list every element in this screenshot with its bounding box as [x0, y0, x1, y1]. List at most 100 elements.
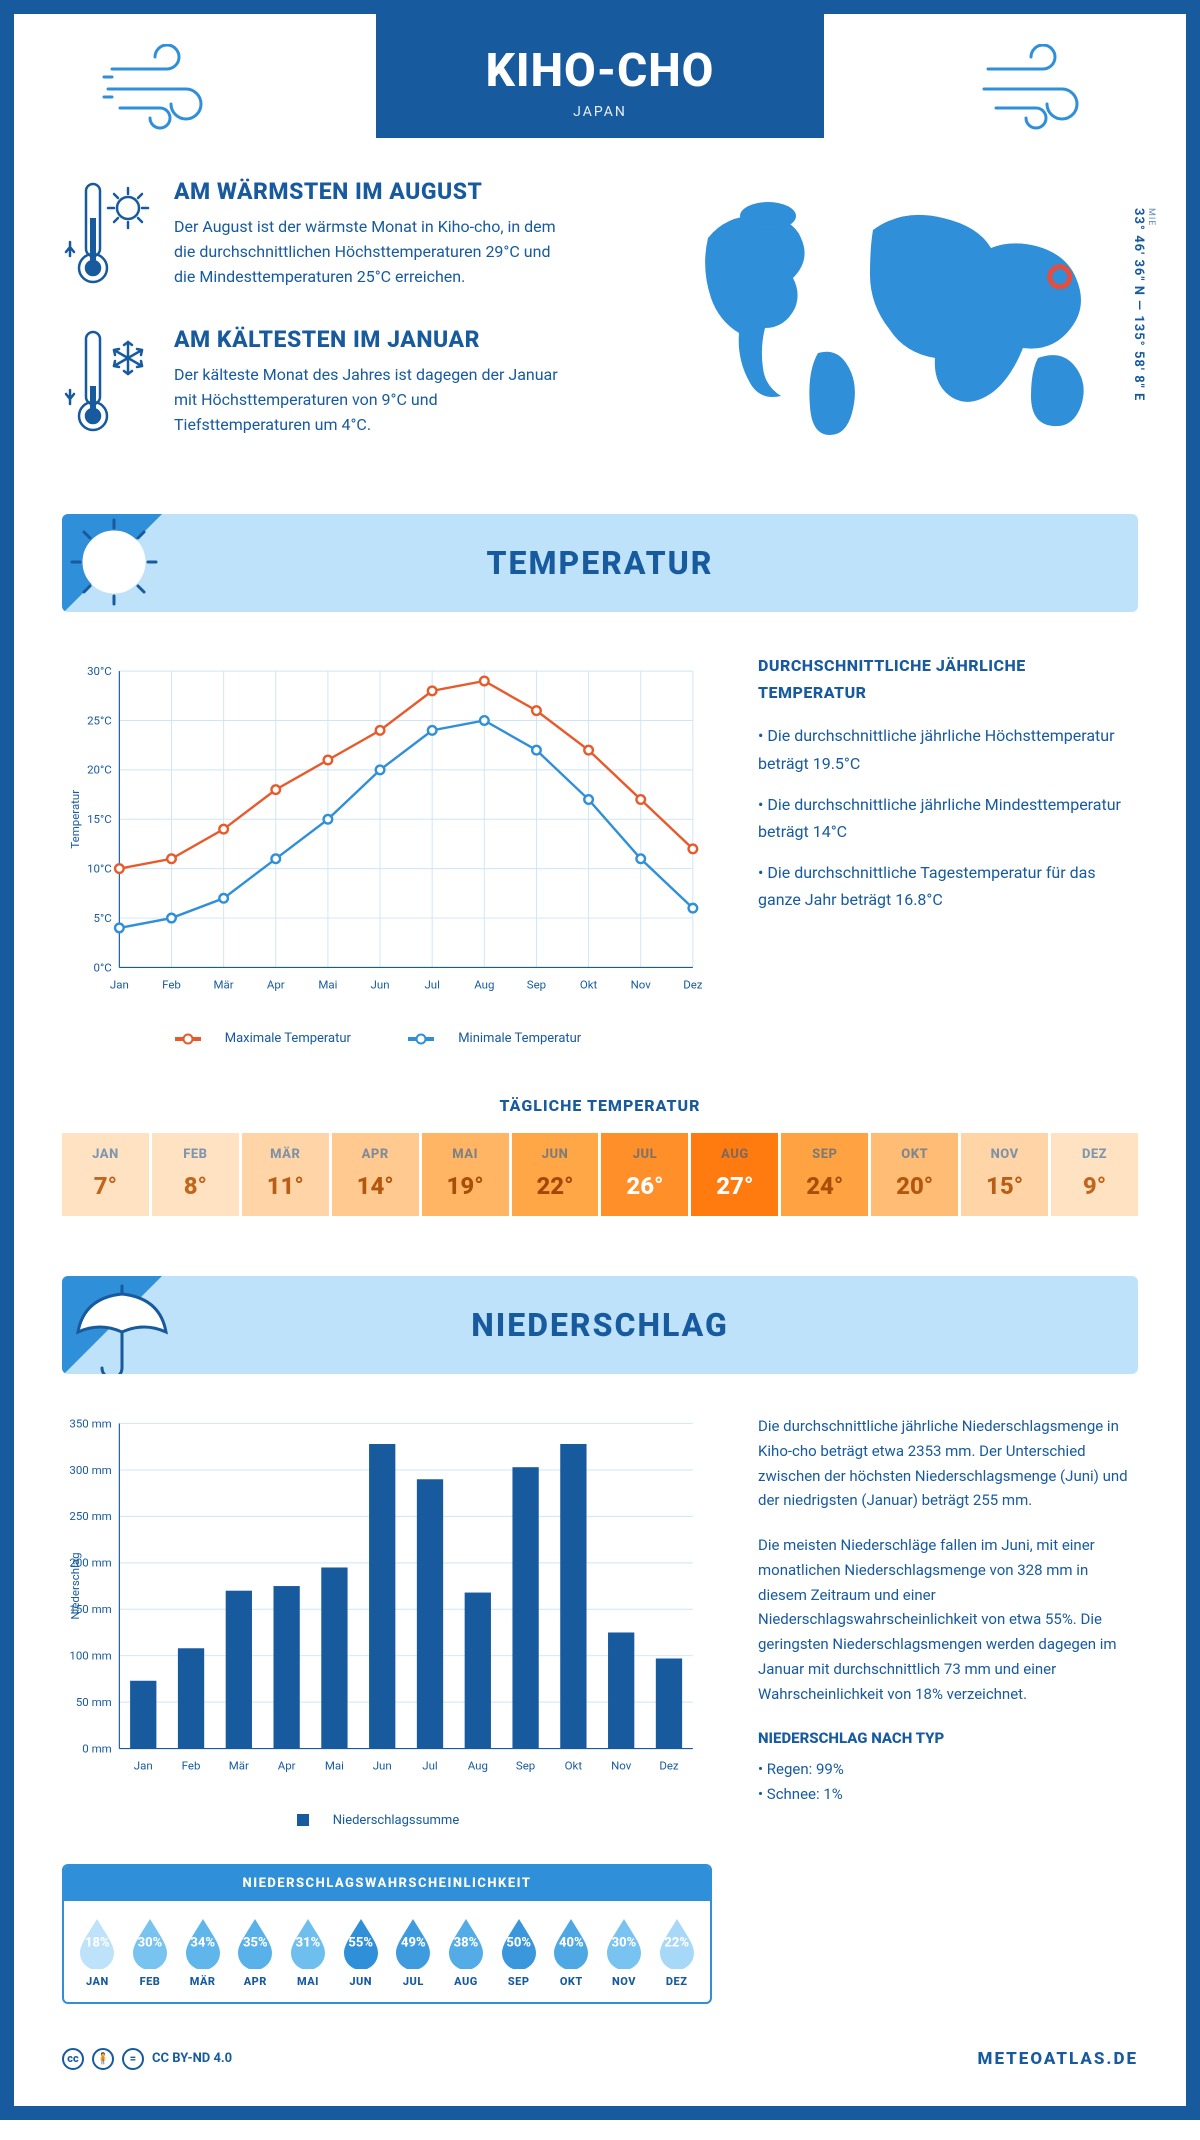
svg-text:Feb: Feb — [162, 977, 181, 991]
daily-temp-cell: DEZ9° — [1051, 1133, 1138, 1216]
by-icon: 🧍 — [92, 2048, 114, 2070]
coldest-title: AM KÄLTESTEN IM JANUAR — [174, 326, 574, 353]
temperature-line-chart: 0°C5°C10°C15°C20°C25°C30°CJanFebMärAprMa… — [62, 652, 712, 1046]
wind-icon — [102, 44, 222, 134]
header: KIHO-CHO JAPAN — [62, 14, 1138, 138]
city-name: KIHO-CHO — [486, 44, 715, 98]
temp-bullet: • Die durchschnittliche Tagestemperatur … — [758, 859, 1138, 913]
prob-cell: 40% OKT — [546, 1915, 597, 1988]
license-text: CC BY-ND 4.0 — [152, 2051, 232, 2066]
nd-icon: = — [122, 2048, 144, 2070]
footer: cc 🧍 = CC BY-ND 4.0 METEOATLAS.DE — [62, 2048, 1138, 2070]
prob-cell: 18% JAN — [72, 1915, 123, 1988]
temp-legend: Maximale Temperatur Minimale Temperatur — [62, 1031, 712, 1046]
svg-text:Okt: Okt — [565, 1759, 583, 1773]
svg-text:20°C: 20°C — [87, 763, 112, 777]
temperature-summary: DURCHSCHNITTLICHE JÄHRLICHE TEMPERATUR •… — [758, 652, 1138, 1046]
daily-temp-cell: MÄR11° — [242, 1133, 329, 1216]
thermometer-sun-icon — [62, 178, 152, 292]
svg-text:Jul: Jul — [422, 1759, 437, 1773]
daily-temp-title: TÄGLICHE TEMPERATUR — [62, 1096, 1138, 1115]
svg-text:Jan: Jan — [134, 1759, 153, 1773]
svg-text:Jun: Jun — [371, 977, 390, 991]
thermometer-snow-icon — [62, 326, 152, 440]
svg-text:Mär: Mär — [229, 1759, 249, 1773]
temp-summary-title: DURCHSCHNITTLICHE JÄHRLICHE TEMPERATUR — [758, 652, 1138, 706]
umbrella-icon — [62, 1276, 182, 1374]
svg-text:250 mm: 250 mm — [69, 1509, 111, 1523]
prob-cell: 38% AUG — [441, 1915, 492, 1988]
coordinates: MIE 33° 46' 36" N — 135° 58' 8" E — [1131, 208, 1156, 401]
prob-cell: 55% JUN — [335, 1915, 386, 1988]
country-name: JAPAN — [486, 104, 715, 120]
svg-text:Mai: Mai — [325, 1759, 344, 1773]
prob-cell: 31% MAI — [283, 1915, 334, 1988]
temp-bullet: • Die durchschnittliche jährliche Höchst… — [758, 722, 1138, 776]
daily-temp-cell: JUN22° — [512, 1133, 599, 1216]
svg-text:Temperatur: Temperatur — [68, 790, 82, 849]
svg-text:100 mm: 100 mm — [69, 1649, 111, 1663]
world-map-box: MIE 33° 46' 36" N — 135° 58' 8" E — [678, 178, 1138, 474]
svg-text:350 mm: 350 mm — [69, 1417, 111, 1431]
prob-cell: 50% SEP — [493, 1915, 544, 1988]
svg-text:Okt: Okt — [580, 977, 598, 991]
section-title: NIEDERSCHLAG — [62, 1306, 1138, 1344]
precip-legend: Niederschlagssumme — [62, 1813, 712, 1828]
precip-probability-table: NIEDERSCHLAGSWAHRSCHEINLICHKEIT 18% JAN … — [62, 1864, 712, 2004]
svg-text:Nov: Nov — [631, 977, 652, 991]
daily-temp-cell: FEB8° — [152, 1133, 239, 1216]
warmest-fact: AM WÄRMSTEN IM AUGUST Der August ist der… — [62, 178, 638, 292]
prob-title: NIEDERSCHLAGSWAHRSCHEINLICHKEIT — [64, 1866, 710, 1901]
svg-text:0°C: 0°C — [94, 960, 112, 974]
svg-text:Aug: Aug — [468, 1759, 488, 1773]
brand: METEOATLAS.DE — [978, 2049, 1138, 2069]
precip-type-line: • Regen: 99% — [758, 1757, 1138, 1782]
svg-text:15°C: 15°C — [87, 812, 112, 826]
svg-text:Apr: Apr — [278, 1759, 296, 1773]
coldest-fact: AM KÄLTESTEN IM JANUAR Der kälteste Mona… — [62, 326, 638, 440]
precip-type-line: • Schnee: 1% — [758, 1782, 1138, 1807]
svg-text:10°C: 10°C — [87, 861, 112, 875]
precip-para: Die meisten Niederschläge fallen im Juni… — [758, 1533, 1138, 1706]
prob-cell: 22% DEZ — [651, 1915, 702, 1988]
svg-text:Feb: Feb — [182, 1759, 201, 1773]
overview-section: AM WÄRMSTEN IM AUGUST Der August ist der… — [62, 178, 1138, 474]
daily-temp-cell: JAN7° — [62, 1133, 149, 1216]
svg-text:Dez: Dez — [659, 1759, 679, 1773]
svg-text:Sep: Sep — [527, 977, 546, 991]
daily-temp-cell: MAI19° — [422, 1133, 509, 1216]
daily-temp-cell: SEP24° — [781, 1133, 868, 1216]
warmest-title: AM WÄRMSTEN IM AUGUST — [174, 178, 574, 205]
title-banner: KIHO-CHO JAPAN — [376, 14, 825, 138]
svg-text:50 mm: 50 mm — [76, 1695, 112, 1709]
daily-temp-cell: NOV15° — [961, 1133, 1048, 1216]
prob-cell: 34% MÄR — [177, 1915, 228, 1988]
world-map-icon — [678, 178, 1138, 438]
svg-text:Nov: Nov — [611, 1759, 632, 1773]
sun-icon — [62, 514, 182, 612]
prob-cell: 30% NOV — [599, 1915, 650, 1988]
temp-bullet: • Die durchschnittliche jährliche Mindes… — [758, 791, 1138, 845]
wind-icon — [978, 44, 1098, 134]
svg-text:300 mm: 300 mm — [69, 1463, 111, 1477]
svg-text:30°C: 30°C — [87, 664, 112, 678]
svg-text:0 mm: 0 mm — [82, 1742, 111, 1756]
svg-text:Sep: Sep — [516, 1759, 535, 1773]
prob-cell: 30% FEB — [125, 1915, 176, 1988]
svg-text:Niederschlag: Niederschlag — [68, 1553, 82, 1620]
license: cc 🧍 = CC BY-ND 4.0 — [62, 2048, 232, 2070]
section-title: TEMPERATUR — [62, 544, 1138, 582]
daily-temp-cell: JUL26° — [601, 1133, 688, 1216]
prob-cell: 49% JUL — [388, 1915, 439, 1988]
svg-text:5°C: 5°C — [94, 911, 112, 925]
svg-text:25°C: 25°C — [87, 713, 112, 727]
daily-temp-cell: OKT20° — [871, 1133, 958, 1216]
warmest-text: Der August ist der wärmste Monat in Kiho… — [174, 215, 574, 289]
daily-temp-cell: AUG27° — [691, 1133, 778, 1216]
svg-text:Dez: Dez — [683, 977, 703, 991]
svg-text:Mai: Mai — [318, 977, 337, 991]
precip-summary: Die durchschnittliche jährliche Niedersc… — [758, 1414, 1138, 2003]
coldest-text: Der kälteste Monat des Jahres ist dagege… — [174, 363, 574, 437]
daily-temp-cell: APR14° — [332, 1133, 419, 1216]
svg-text:Apr: Apr — [267, 977, 285, 991]
